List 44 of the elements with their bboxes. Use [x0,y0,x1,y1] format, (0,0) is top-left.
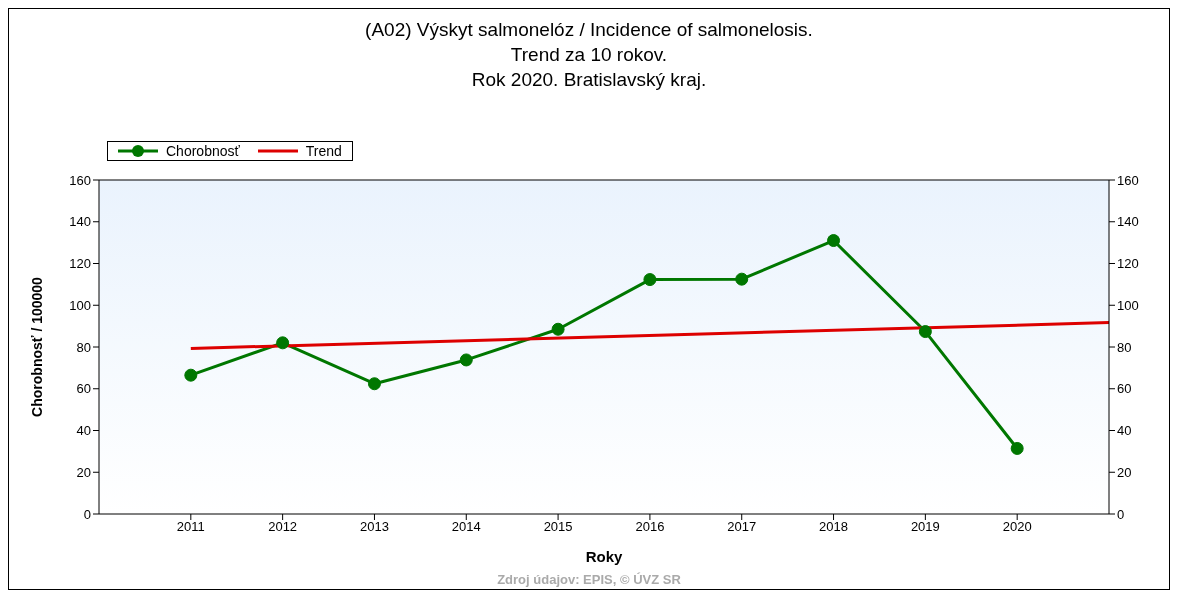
y2-tick-label: 160 [1117,172,1139,188]
point [459,353,473,367]
text: Zdroj údajov: EPIS, © ÚVZ SR [496,572,682,587]
y-tick-label: 80 [76,339,91,355]
x-tick-label: 2011 [176,519,205,535]
point [184,368,198,382]
x-axis-title: Roky [585,548,623,565]
y-tick-label: 20 [76,464,91,480]
legend-label: Trend [304,143,342,159]
x-tick-label: 2013 [359,519,389,535]
point [1010,441,1024,455]
point [367,377,381,391]
x-tick-label: 2018 [819,519,849,535]
y-tick-label: 40 [76,423,91,439]
x-tick-label: 2017 [727,519,757,535]
x-tick-label: 2020 [1002,519,1032,535]
point [276,336,290,350]
x-tick-label: 2014 [451,519,481,535]
chart-title: (A02) Výskyt salmonelóz / Incidence of salmonelosis. Trend za 10 rokov. Rok 2020. Bratislavský kraj. [364,18,814,92]
y2-tick-label: 20 [1117,464,1132,480]
point [735,272,749,286]
y-tick-label: 60 [76,381,91,397]
x-tick-label: 2012 [268,519,298,535]
y2-tick-label: 80 [1117,339,1132,355]
y2-tick-label: 140 [1117,214,1139,230]
y-tick-label: 0 [83,506,91,522]
x-tick-label: 2015 [543,519,573,535]
x-tick-label: 2019 [910,519,940,535]
y2-tick-label: 0 [1117,506,1125,522]
x-tick-label: 2016 [635,519,665,535]
point [827,234,841,248]
point [643,273,657,287]
legend-label: Chorobnosť [165,143,240,159]
y2-tick-label: 40 [1117,423,1132,439]
y-tick-label: 100 [69,297,91,313]
y-axis-title: Chorobnosť / 100000 [28,276,45,417]
y2-tick-label: 60 [1117,381,1132,397]
y-tick-label: 120 [69,256,91,272]
y2-tick-label: 120 [1117,256,1139,272]
y-tick-label: 140 [69,214,91,230]
y2-tick-label: 100 [1117,297,1139,313]
y-tick-label: 160 [69,172,91,188]
point [551,322,565,336]
point [918,325,932,339]
